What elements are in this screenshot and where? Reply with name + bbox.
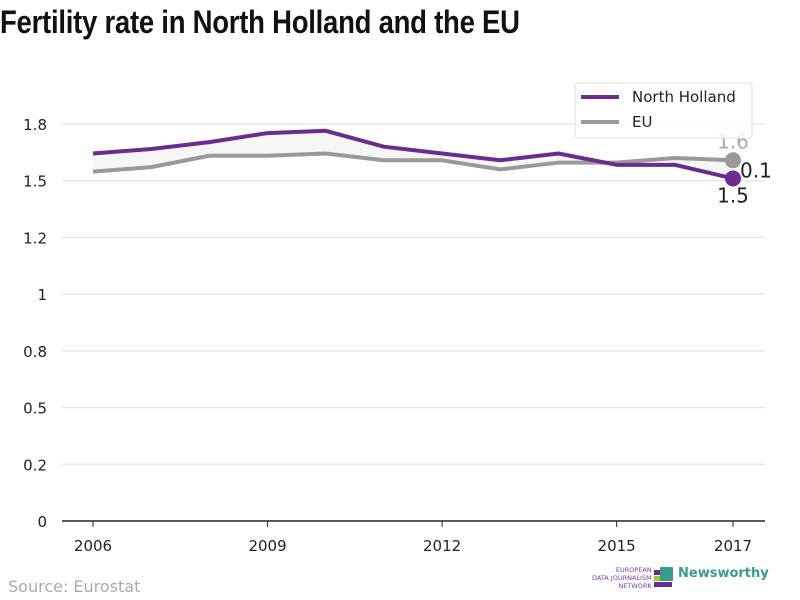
y-tick-label: 1.2 — [23, 229, 47, 247]
ejn-line: NETWORK — [618, 582, 652, 590]
x-tick-label: 2017 — [714, 537, 752, 555]
ejn-line: DATA JOURNALISM — [592, 574, 652, 582]
ejn-line: EUROPEAN — [615, 566, 652, 574]
difference-area — [93, 130, 733, 179]
legend-label: North Holland — [632, 88, 736, 106]
x-tick-label: 2006 — [74, 537, 112, 555]
newsworthy-text: Newsworthy — [678, 566, 769, 581]
nh-end-label: 1.5 — [717, 183, 749, 207]
series-line-eu — [92, 151, 734, 174]
newsworthy-logo: Newsworthy — [660, 566, 769, 581]
newsworthy-icon — [660, 566, 673, 581]
y-tick-label: 0.5 — [23, 400, 47, 418]
y-tick-label: 0.2 — [23, 456, 47, 474]
y-tick-label: 0.8 — [23, 343, 47, 361]
y-tick-label: 1.5 — [23, 173, 47, 191]
source-note: Source: Eurostat — [8, 577, 141, 596]
series-line-north-holland — [92, 128, 734, 181]
y-tick-label: 0 — [37, 513, 47, 531]
chart-title: Fertility rate in North Holland and the … — [0, 4, 520, 40]
nh-end-point — [725, 170, 741, 187]
legend-label: EU — [632, 113, 652, 131]
y-tick-label: 1.8 — [23, 116, 47, 134]
x-tick-label: 2015 — [598, 537, 636, 555]
y-tick-label: 1 — [37, 286, 47, 304]
difference-label: 0.1 — [740, 158, 772, 182]
eu-end-point — [725, 152, 741, 169]
legend-box — [574, 82, 753, 139]
x-tick-label: 2012 — [423, 537, 461, 555]
x-tick-label: 2009 — [248, 537, 286, 555]
